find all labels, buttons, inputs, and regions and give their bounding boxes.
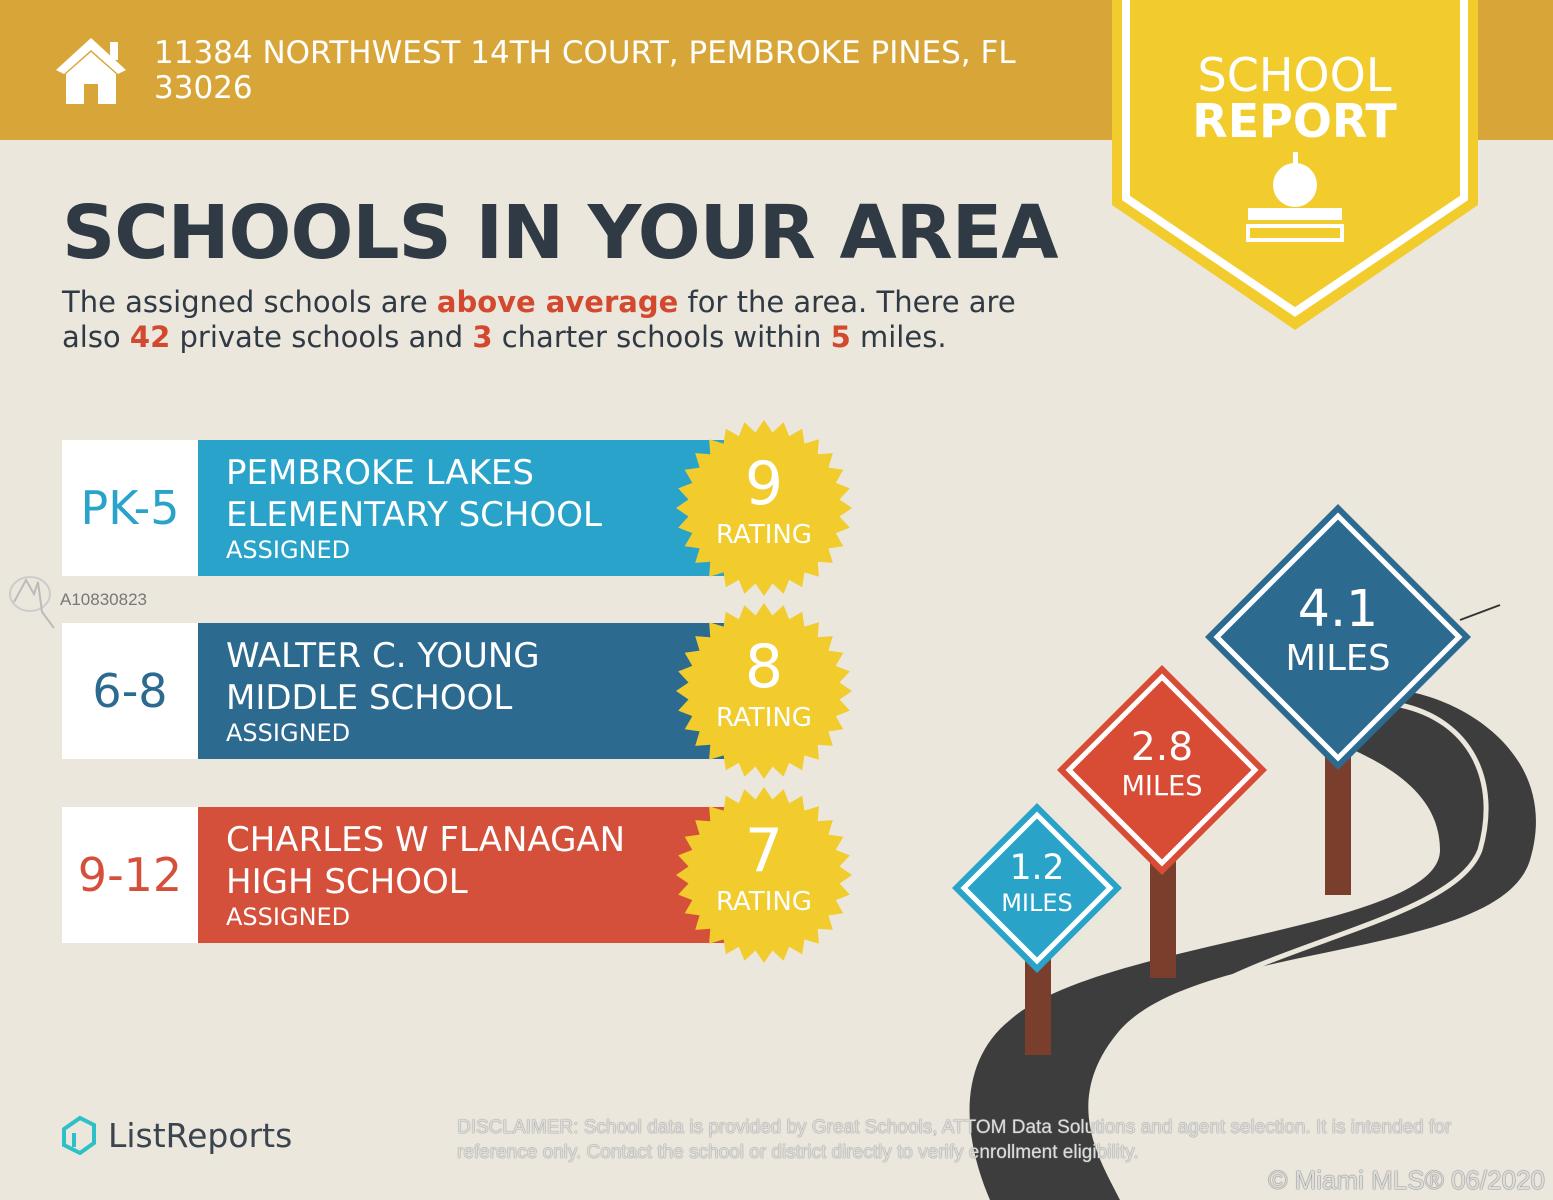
school-status: ASSIGNED <box>226 536 351 564</box>
rating-seal-icon <box>676 787 852 963</box>
school-name-line1: CHARLES W FLANAGAN <box>226 820 626 860</box>
summary-text: The assigned schools are above average f… <box>62 285 1016 354</box>
sign-unit: MILES <box>1121 771 1203 802</box>
distance-sign <box>1205 504 1471 770</box>
distance-sign <box>952 803 1122 973</box>
school-name-line1: WALTER C. YOUNG <box>226 636 540 676</box>
rating-value: 9 <box>744 449 784 519</box>
apple-books-icon <box>1246 152 1344 242</box>
school-status: ASSIGNED <box>226 719 351 747</box>
mls-watermark-logo <box>9 576 55 629</box>
rating-seal-icon <box>676 603 852 779</box>
school-info: PEMBROKE LAKES ELEMENTARY SCHOOL ASSIGNE… <box>198 440 758 576</box>
school-name-line2: MIDDLE SCHOOL <box>226 678 513 718</box>
rating-seal-icon <box>676 420 852 596</box>
property-address: 11384 NORTHWEST 14TH COURT, PEMBROKE PIN… <box>154 35 1016 106</box>
listreports-logo: ListReports <box>60 1115 292 1155</box>
school-name-line2: ELEMENTARY SCHOOL <box>226 495 602 535</box>
house-icon <box>56 38 126 104</box>
sign-distance: 1.2 <box>1009 848 1065 888</box>
rating-value: 7 <box>744 816 784 886</box>
school-status: ASSIGNED <box>226 903 351 931</box>
grade-range: 9-12 <box>62 807 198 943</box>
copyright: © Miami MLS® 06/2020 <box>1268 1165 1545 1195</box>
school-row[interactable]: 9-12 CHARLES W FLANAGAN HIGH SCHOOL ASSI… <box>62 807 758 943</box>
grade-range: PK-5 <box>62 440 198 576</box>
badge-line2: REPORT <box>1192 94 1397 148</box>
disclaimer: DISCLAIMER: School data is provided by G… <box>457 1117 1452 1163</box>
grade-range: 6-8 <box>62 623 198 759</box>
rating-label: RATING <box>716 887 812 917</box>
sign-distance: 2.8 <box>1130 724 1194 770</box>
listreports-logo-icon <box>62 1115 96 1155</box>
sign-distance: 4.1 <box>1297 578 1379 638</box>
school-row[interactable]: PK-5 PEMBROKE LAKES ELEMENTARY SCHOOL AS… <box>62 440 758 576</box>
school-info: WALTER C. YOUNG MIDDLE SCHOOL ASSIGNED <box>198 623 758 759</box>
school-info: CHARLES W FLANAGAN HIGH SCHOOL ASSIGNED <box>198 807 758 943</box>
school-name-line1: PEMBROKE LAKES <box>226 453 534 493</box>
sign-unit: MILES <box>1001 889 1073 917</box>
rating-value: 8 <box>744 632 784 702</box>
school-row[interactable]: 6-8 WALTER C. YOUNG MIDDLE SCHOOL ASSIGN… <box>62 623 758 759</box>
rating-label: RATING <box>716 520 812 550</box>
school-name-line2: HIGH SCHOOL <box>226 862 468 902</box>
distance-sign <box>1057 665 1267 875</box>
badge-line1: SCHOOL <box>1197 48 1392 102</box>
listing-id: A10830823 <box>60 590 147 609</box>
rating-label: RATING <box>716 703 812 733</box>
page-title: SCHOOLS IN YOUR AREA <box>62 190 1059 276</box>
sign-unit: MILES <box>1285 638 1391 679</box>
school-report-badge <box>1112 0 1478 330</box>
